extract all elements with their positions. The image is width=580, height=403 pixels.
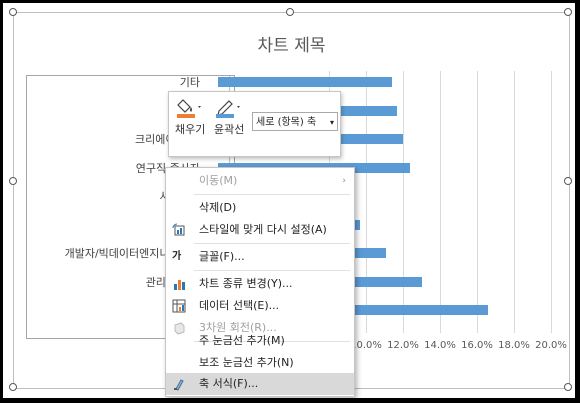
outline-label: 윤곽선 [214,123,245,136]
chart-handle-left[interactable] [9,177,17,185]
gridline [514,71,515,333]
menu-item-label: 삭제(D) [199,201,237,214]
menu-separator [194,243,350,244]
menu-item-move[interactable]: 이동(M) › [166,170,354,192]
chart-handle-tl[interactable] [9,8,17,16]
menu-item-delete[interactable]: 삭제(D) [166,197,354,219]
menu-item-label: 차트 종류 변경(Y)... [199,277,293,290]
menu-item-select-data[interactable]: 데이터 선택(E)... [166,295,354,317]
context-menu: 이동(M) › 삭제(D) 스타일에 맞게 다시 설정(A) 가 글꼴(F)..… [165,167,355,397]
menu-item-add-minor-gridlines[interactable]: 보조 눈금선 추가(N) [166,352,354,374]
category-label[interactable]: 기타 [179,76,200,89]
format-axis-icon [174,379,184,391]
menu-item-add-major-gridlines[interactable]: 주 눈금선 추가(M) [166,330,354,352]
gridline [551,71,552,333]
screenshot-frame: 차트 제목 기타금융권크리에이터(유연구직 종사자서비스업변호개발자/빅데이터엔… [3,3,575,398]
x-tick-label: 10.0% [350,340,382,351]
bar[interactable] [218,77,392,87]
select-data-icon [172,299,186,313]
menu-item-3d-rotation[interactable]: 3차원 회전(R)... [166,317,354,339]
chart-element-select[interactable]: 세로 (항목) 축 ▾ [252,112,338,131]
menu-item-label: 데이터 선택(E)... [199,299,280,312]
x-tick-label: 20.0% [535,340,567,351]
menu-separator [194,341,350,342]
font-icon: 가 [172,251,182,262]
menu-item-change-chart-type[interactable]: 차트 종류 변경(Y)... [166,273,354,295]
rotation-3d-icon [174,322,185,335]
menu-item-label: 주 눈금선 추가(M) [199,334,285,347]
chart-handle-bl[interactable] [9,383,17,391]
chart-title[interactable]: 차트 제목 [257,36,326,56]
x-tick-label: 12.0% [387,340,419,351]
menu-item-label: 축 서식(F)... [199,377,259,390]
menu-item-format-axis[interactable]: 축 서식(F)... [166,373,354,395]
reset-style-icon [172,223,185,236]
gridline [477,71,478,333]
fill-label: 채우기 [175,123,206,136]
menu-item-label: 글꼴(F)... [199,250,245,263]
menu-item-label: 3차원 회전(R)... [199,321,277,334]
chart-type-icon [174,280,185,290]
chevron-down-icon: ▾ [329,118,334,127]
menu-item-label: 이동(M) [199,174,238,187]
gridline [403,71,404,333]
menu-item-font[interactable]: 가 글꼴(F)... [166,246,354,268]
chart-handle-top[interactable] [286,8,294,16]
pen-icon [216,100,241,118]
menu-item-label: 스타일에 맞게 다시 설정(A) [199,223,327,236]
chart-handle-tr[interactable] [564,8,572,16]
gridline [366,71,367,333]
menu-item-label: 보조 눈금선 추가(N) [199,356,294,369]
x-tick-label: 18.0% [498,340,530,351]
chart-handle-right[interactable] [564,177,572,185]
chart-element-value: 세로 (항목) 축 [256,117,317,128]
mini-toolbar: 채우기 윤곽선 세로 (항목) 축 ▾ [168,91,341,157]
menu-item-reset-style[interactable]: 스타일에 맞게 다시 설정(A) [166,219,354,241]
menu-separator [194,270,350,271]
x-tick-label: 14.0% [424,340,456,351]
gridline [440,71,441,333]
paint-bucket-icon [177,99,202,118]
chart-handle-br[interactable] [564,383,572,391]
fill-button[interactable]: 채우기 [175,96,205,137]
outline-button[interactable]: 윤곽선 [214,96,244,137]
submenu-arrow-icon: › [342,176,346,186]
x-tick-label: 16.0% [461,340,493,351]
menu-separator [194,194,350,195]
